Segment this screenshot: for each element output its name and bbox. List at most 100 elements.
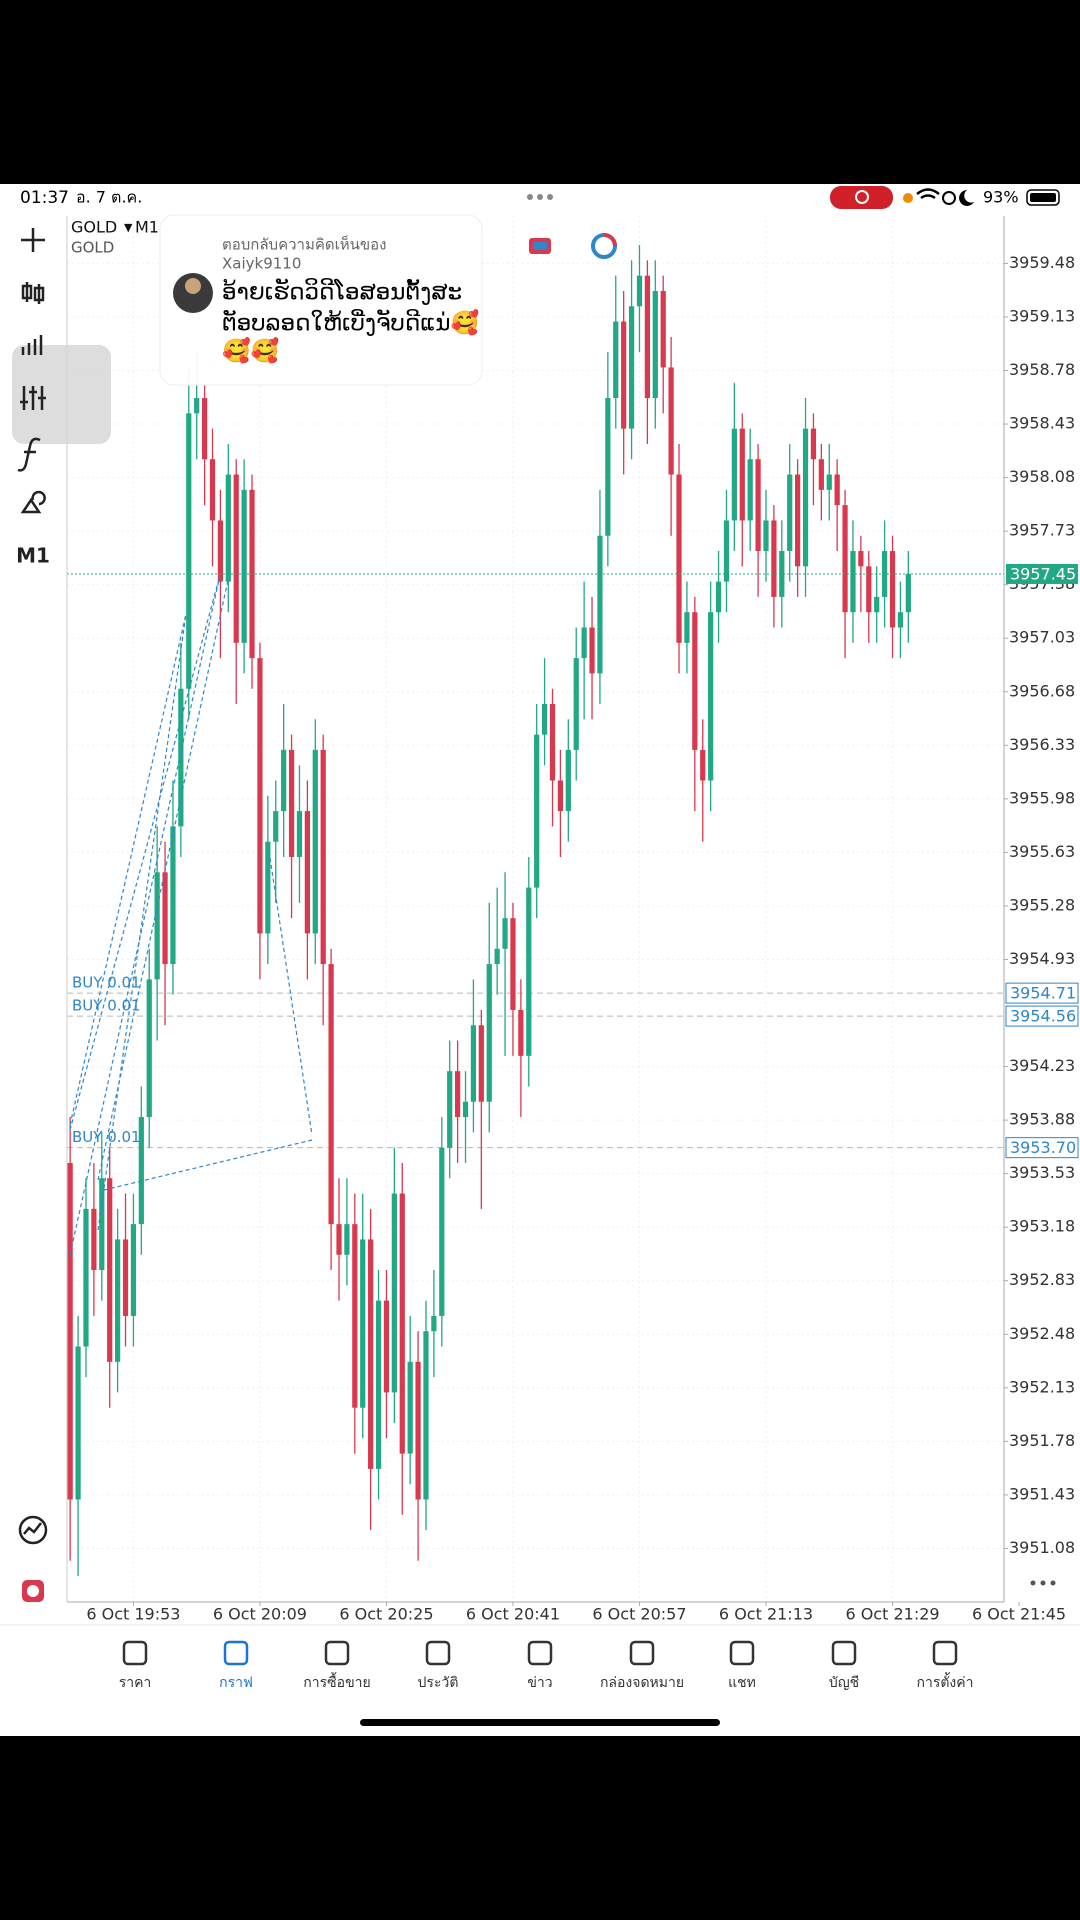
chart-type-tool[interactable]: [21, 282, 45, 304]
nav-label[interactable]: กราฟ: [219, 1675, 253, 1691]
analytics-tool[interactable]: [18, 1515, 48, 1545]
home-indicator: [360, 1719, 720, 1726]
candle-body: [771, 520, 777, 597]
candle-body: [296, 811, 303, 857]
nav-icon[interactable]: [729, 1640, 755, 1666]
candle-body: [605, 398, 611, 536]
candle-body: [573, 658, 579, 750]
y-tick-label: 3952.48: [1009, 1324, 1075, 1343]
y-tick-label: 3959.13: [1009, 306, 1075, 325]
nav-label[interactable]: บัญชี: [829, 1675, 859, 1691]
nav-label[interactable]: การซื้อขาย: [303, 1672, 370, 1691]
nav-icon[interactable]: [425, 1640, 451, 1666]
candle-body: [375, 1300, 382, 1469]
toolbar-timeframe[interactable]: M1: [16, 544, 50, 568]
battery-percent: 93%: [983, 188, 1019, 207]
candle-body: [130, 1224, 137, 1316]
candle-body: [241, 489, 247, 643]
candle-body: [676, 474, 682, 643]
crosshair-tool[interactable]: [21, 228, 45, 252]
candle-body: [265, 841, 271, 934]
candle-body: [328, 964, 334, 1225]
y-tick-label: 3954.23: [1009, 1056, 1075, 1075]
function-tool[interactable]: [17, 437, 41, 472]
more-dots[interactable]: [1030, 1580, 1056, 1586]
indicators-tool[interactable]: [21, 335, 43, 355]
candle-body: [114, 1239, 121, 1362]
chart-plot: 3959.48 3959.13 3958.78 3958.43 3958.08 3957.…: [67, 216, 1079, 1624]
battery-level: [1030, 193, 1056, 202]
candle-body: [755, 459, 761, 552]
candle-body: [826, 474, 832, 490]
candle-body: [866, 566, 872, 613]
candle-body: [597, 535, 603, 674]
comment-line: ອ້າຍເຮັດວິດີໂອສອນຕັ້ງສະ: [222, 276, 462, 305]
candle-body: [225, 474, 231, 582]
candle-body: [304, 811, 310, 934]
nav-icon[interactable]: [527, 1640, 553, 1666]
nav-icon[interactable]: [122, 1640, 148, 1666]
clock-icon-accent: [603, 233, 617, 247]
trade-tool-inner: [27, 1585, 39, 1597]
order-price-label: 3954.71: [1010, 984, 1076, 1003]
candle-body: [668, 367, 674, 475]
candle-body: [138, 1117, 144, 1225]
candle-body: [470, 1025, 477, 1102]
candle-body: [447, 1071, 453, 1148]
candle-body: [557, 780, 564, 812]
candle-body: [739, 428, 745, 521]
nav-label[interactable]: ราคา: [119, 1675, 152, 1691]
candle-body: [621, 321, 627, 429]
candle-body: [288, 749, 295, 857]
candle-body: [889, 551, 896, 628]
candle-body: [589, 627, 595, 674]
candle-body: [700, 749, 706, 781]
symbol[interactable]: GOLD: [71, 218, 117, 237]
candle-body: [122, 1239, 129, 1316]
settings-tool[interactable]: [20, 386, 46, 410]
nav-label[interactable]: การตั้งค่า: [916, 1672, 973, 1691]
candle-body: [344, 1224, 350, 1255]
nav-icon[interactable]: [831, 1640, 857, 1666]
candle-body: [383, 1300, 390, 1393]
nav-label[interactable]: กล่องจดหมาย: [600, 1675, 684, 1691]
candle-body: [154, 872, 160, 980]
battery-outline: [1026, 189, 1060, 206]
candle-body: [336, 1224, 342, 1255]
bid-price-label: 3957.45: [1010, 564, 1076, 583]
candle-body: [162, 872, 168, 965]
privacy-dot: [903, 193, 913, 203]
candle-body: [581, 627, 587, 659]
candle-body: [518, 1009, 524, 1056]
candle-body: [850, 551, 856, 613]
candle-body: [842, 505, 848, 613]
candle-body: [613, 321, 619, 399]
y-tick-label: 3951.08: [1009, 1538, 1075, 1557]
nav-label[interactable]: ประวัติ: [418, 1675, 459, 1691]
candle-body: [423, 1331, 429, 1500]
nav-icon[interactable]: [629, 1640, 655, 1666]
y-tick-label: 3952.13: [1009, 1377, 1075, 1396]
symbol-dropdown[interactable]: ▼: [124, 221, 133, 234]
candle-body: [779, 551, 785, 597]
y-tick-label: 3951.78: [1009, 1431, 1075, 1450]
nav-icon[interactable]: [223, 1640, 249, 1666]
candle-body: [415, 1361, 421, 1500]
nav-label[interactable]: แชท: [728, 1675, 756, 1691]
candle-body: [146, 979, 152, 1118]
order-price-box: [1005, 1137, 1079, 1159]
candle-body: [905, 573, 911, 613]
timeframe[interactable]: M1: [135, 218, 159, 237]
record-indicator: [830, 186, 893, 209]
bid-price-box: [1006, 563, 1078, 584]
toolbar-highlight: [12, 345, 111, 444]
candle-body: [194, 398, 200, 414]
nav-icon[interactable]: [324, 1640, 350, 1666]
objects-tool[interactable]: [20, 490, 46, 514]
x-tick-label: 6 Oct 20:57: [592, 1605, 686, 1624]
y-tick-label: 3954.93: [1009, 949, 1075, 968]
nav-label[interactable]: ข่าว: [527, 1675, 552, 1691]
nav-icon[interactable]: [932, 1640, 958, 1666]
